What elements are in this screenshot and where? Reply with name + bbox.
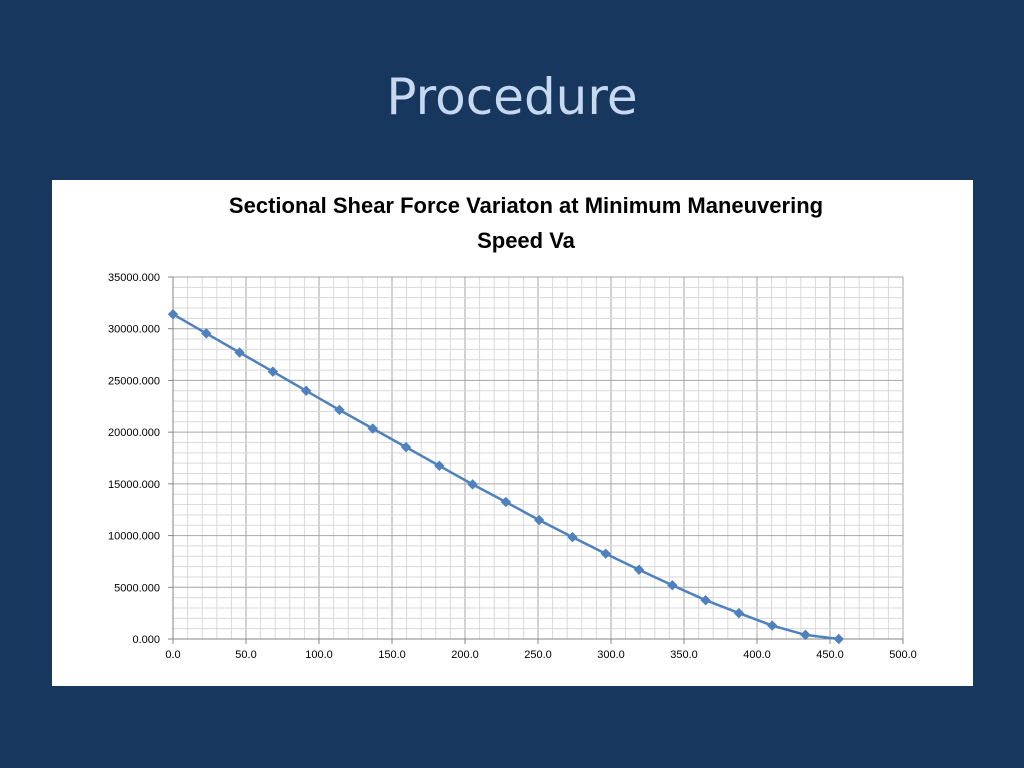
- x-tick-label: 450.0: [816, 649, 844, 661]
- data-point-marker: [300, 385, 312, 396]
- data-point-marker: [234, 347, 245, 358]
- data-point-marker: [267, 366, 279, 377]
- x-tick-label: 500.0: [889, 649, 917, 661]
- chart-panel: Sectional Shear Force Variaton at Minimu…: [52, 180, 973, 686]
- slide-title: Procedure: [386, 68, 638, 126]
- data-point-marker: [600, 548, 611, 559]
- y-tick-label: 35000.000: [108, 272, 160, 284]
- chart-title-line-1: Sectional Shear Force Variaton at Minimu…: [229, 193, 823, 218]
- y-tick-label: 10000.000: [108, 531, 160, 543]
- series-layer: [167, 309, 844, 645]
- data-point-marker: [434, 460, 445, 471]
- x-tick-label: 100.0: [305, 649, 333, 661]
- x-tick-label: 300.0: [597, 649, 625, 661]
- axes: [168, 276, 904, 644]
- data-point-marker: [733, 607, 745, 619]
- y-tick-label: 0.000: [132, 634, 160, 646]
- data-point-marker: [533, 514, 545, 526]
- x-tick-label: 250.0: [524, 649, 552, 661]
- data-point-marker: [833, 633, 844, 645]
- y-tick-label: 25000.000: [108, 375, 160, 387]
- grid: [172, 276, 904, 640]
- y-tick-label: 20000.000: [108, 427, 160, 439]
- x-tick-label: 150.0: [378, 649, 406, 661]
- data-point-marker: [567, 531, 578, 543]
- y-tick-label: 30000.000: [108, 324, 160, 336]
- tick-labels: 0.0 50.0 100.0 150.0 200.0 250.0 300.0 350.0 400…: [108, 272, 917, 661]
- y-tick-label: 15000.000: [108, 479, 160, 491]
- data-point-marker: [400, 441, 412, 453]
- data-point-marker: [334, 404, 345, 416]
- series-line: [172, 313, 839, 641]
- data-point-marker: [700, 595, 711, 606]
- data-point-marker: [500, 496, 512, 508]
- data-point-marker: [667, 580, 678, 591]
- shear-force-chart: Sectional Shear Force Variaton at Minimu…: [108, 193, 917, 661]
- x-tick-label: 50.0: [235, 649, 256, 661]
- y-tick-label: 5000.000: [114, 582, 160, 594]
- x-tick-label: 200.0: [451, 649, 479, 661]
- data-point-marker: [800, 629, 811, 641]
- data-point-marker: [766, 620, 778, 631]
- chart-title-line-2: Speed Va: [477, 228, 576, 253]
- data-point-marker: [201, 328, 212, 339]
- data-point-marker: [467, 479, 478, 490]
- x-tick-label: 400.0: [743, 649, 771, 661]
- data-point-marker: [367, 423, 378, 434]
- data-point-marker: [633, 564, 645, 575]
- x-tick-label: 350.0: [670, 649, 698, 661]
- x-tick-label: 0.0: [165, 649, 180, 661]
- data-point-marker: [167, 309, 179, 320]
